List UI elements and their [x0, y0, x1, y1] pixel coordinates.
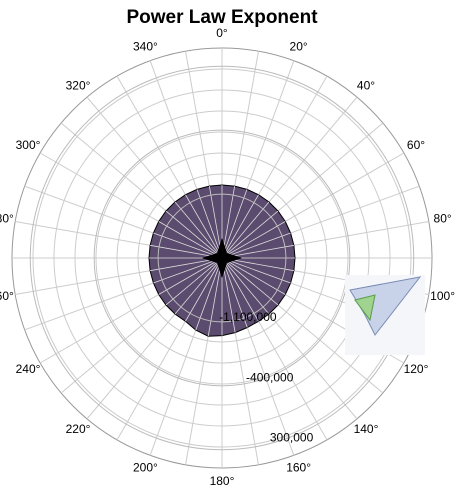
data-spoke — [221, 232, 291, 259]
data-spoke — [165, 257, 223, 306]
theta-tick-label: 280° — [0, 211, 14, 225]
theta-tick-label: 340° — [133, 40, 158, 54]
data-spoke — [221, 221, 286, 259]
data-spoke — [221, 257, 291, 284]
data-spoke — [185, 194, 223, 259]
data-spoke — [153, 232, 223, 259]
theta-tick-label: 260° — [0, 289, 14, 303]
r-tick-label: -1,100,000 — [219, 310, 277, 324]
data-spoke — [165, 210, 223, 259]
theta-tick-label: 100° — [430, 289, 455, 303]
theta-tick-label: 0° — [216, 26, 228, 40]
data-spoke — [174, 201, 223, 259]
data-spoke — [158, 221, 223, 259]
theta-tick-label: 160° — [286, 461, 311, 475]
theta-tick-label: 220° — [66, 422, 91, 436]
data-spoke — [174, 257, 223, 315]
r-tick-label: 300,000 — [270, 430, 314, 444]
theta-tick-label: 80° — [434, 211, 452, 225]
chart-title: Power Law Exponent — [126, 7, 318, 28]
data-spoke — [221, 257, 270, 315]
theta-tick-label: 20° — [290, 40, 308, 54]
theta-tick-label: 300° — [16, 138, 41, 152]
icon — [345, 275, 425, 355]
theta-tick-label: 320° — [66, 79, 91, 93]
theta-tick-label: 240° — [16, 362, 41, 376]
data-spoke — [221, 257, 279, 306]
theta-tick-label: 180° — [210, 474, 235, 486]
grid-line — [157, 193, 287, 323]
r-tick-label: -400,000 — [246, 370, 294, 384]
grid-line — [93, 129, 351, 387]
data-spoke — [153, 257, 223, 284]
data-spoke — [221, 201, 270, 259]
data-spoke — [221, 210, 279, 259]
center-star — [202, 238, 242, 278]
theta-tick-label: 200° — [133, 461, 158, 475]
data-spoke — [196, 189, 223, 259]
icon-shape — [354, 294, 376, 322]
data-spoke — [221, 194, 259, 259]
theta-tick-label: 120° — [404, 362, 429, 376]
data-spoke — [221, 257, 286, 295]
data-spoke — [221, 257, 248, 328]
grid-line — [29, 65, 415, 451]
data-spoke — [221, 257, 259, 322]
theta-tick-label: 140° — [354, 422, 379, 436]
data-spoke — [158, 257, 223, 295]
theta-tick-label: 40° — [357, 79, 375, 93]
data-spoke — [221, 189, 248, 259]
data-spoke — [185, 257, 223, 322]
theta-tick-label: 60° — [407, 138, 425, 152]
